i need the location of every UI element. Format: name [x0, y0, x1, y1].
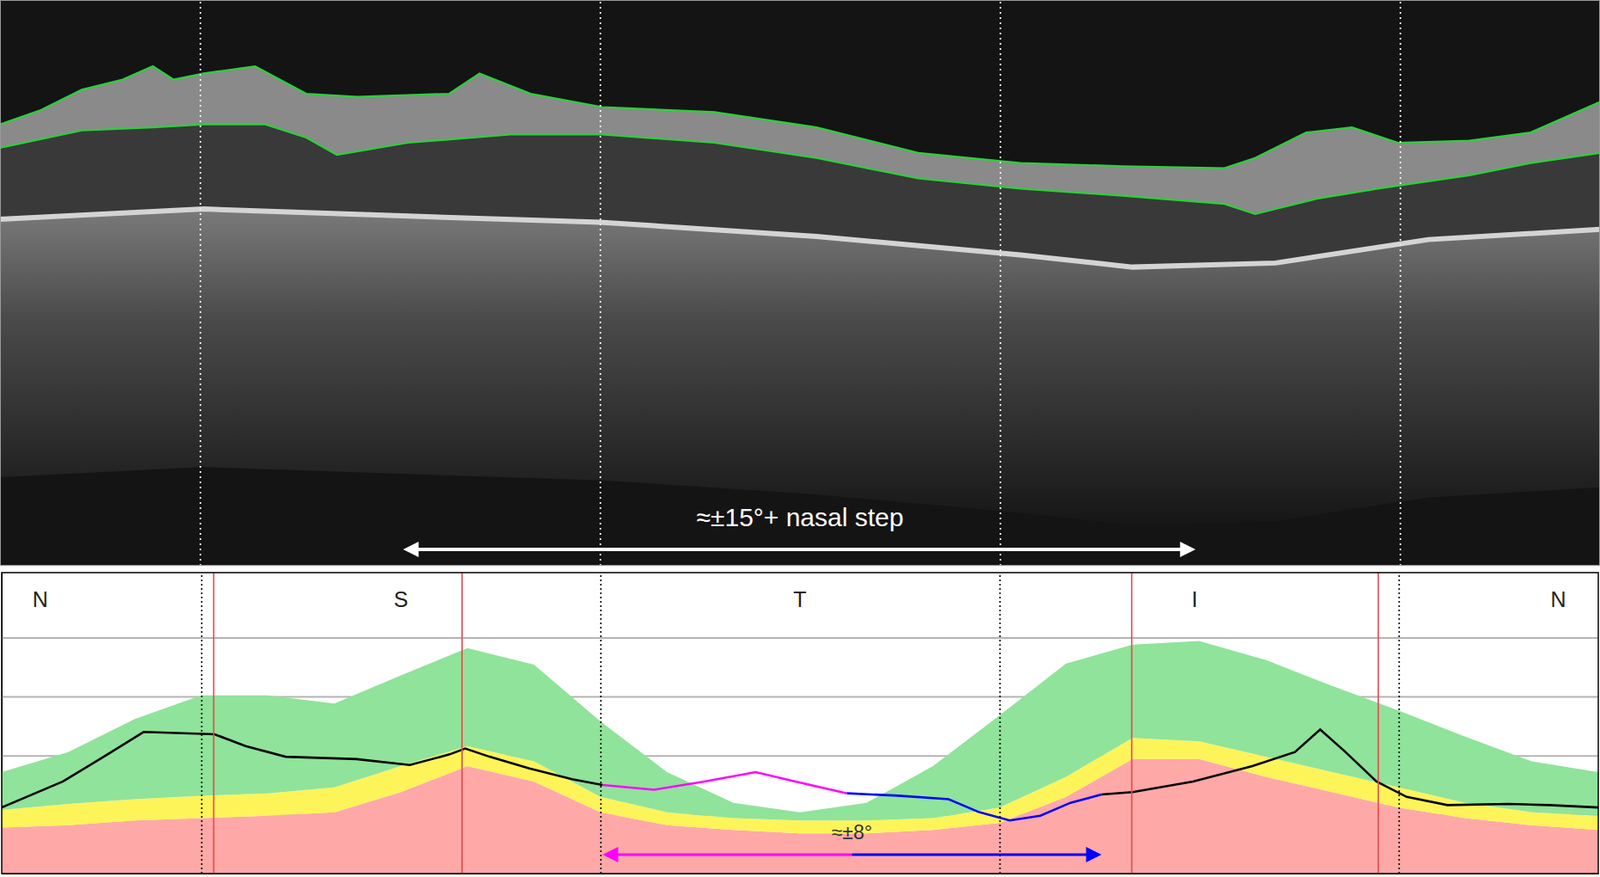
frame [1, 572, 1599, 874]
grid-line [1, 637, 1599, 640]
axis [0, 0, 1600, 567]
sector-divider [1377, 572, 1379, 874]
grid-line [600, 572, 603, 874]
tick [600, 572, 602, 874]
sector-label: S [393, 587, 409, 612]
rnfl-band [0, 66, 1600, 215]
arrow-head [603, 847, 619, 863]
annotation: ≈±15°+ nasal step [696, 503, 905, 532]
frame [0, 0, 1600, 567]
annotation: ≈±8° [831, 821, 873, 844]
sector-divider [461, 572, 463, 874]
thickness-line [1, 730, 1599, 809]
arrow-head [1180, 541, 1196, 558]
sector-label: N [32, 587, 49, 612]
grid-line [199, 0, 202, 567]
axis-line [0, 566, 1600, 567]
arrow-shaft [417, 547, 1182, 552]
grid-line [1398, 572, 1401, 874]
annotations: ≈±15°+ nasal step [403, 503, 1196, 558]
thickness-line [603, 772, 848, 794]
tick [201, 572, 203, 874]
plot-background [1, 572, 1599, 874]
arrow [403, 541, 1196, 558]
arrow-shaft [851, 854, 1088, 857]
sector-divider [213, 572, 216, 874]
grid-line [999, 0, 1002, 567]
boundary-line [0, 209, 1600, 268]
choroid-band [0, 209, 1600, 526]
tick [1400, 0, 1402, 567]
arrow-head [1086, 847, 1102, 863]
sector-divider [1131, 572, 1133, 874]
sector-label: I [1191, 587, 1198, 612]
grid-line [599, 0, 602, 567]
plot-area [0, 66, 1600, 526]
arrow [851, 847, 1102, 863]
grid-line [1399, 0, 1402, 567]
tick [200, 0, 202, 567]
scan-background [0, 0, 1600, 567]
axis [1, 573, 1599, 875]
labels: N S T I N ≈±8° [32, 587, 1567, 863]
arrow-shaft [616, 854, 853, 857]
arrow [603, 847, 853, 863]
sector-label: N [1550, 587, 1567, 612]
arrow-head [403, 541, 419, 558]
thickness-line [847, 793, 1102, 822]
axis [2, 572, 1600, 875]
boundary-line [0, 66, 1600, 169]
tick [999, 572, 1001, 874]
plot-area [1, 641, 1599, 874]
sector-label: T [793, 587, 807, 612]
tick [1, 637, 1599, 639]
tick [1000, 0, 1002, 567]
tick [600, 0, 602, 567]
normative-band [1, 641, 1599, 822]
boundary-line [0, 124, 1600, 215]
grid-line [201, 572, 204, 874]
grid-line [999, 572, 1002, 874]
tick [1398, 572, 1400, 874]
